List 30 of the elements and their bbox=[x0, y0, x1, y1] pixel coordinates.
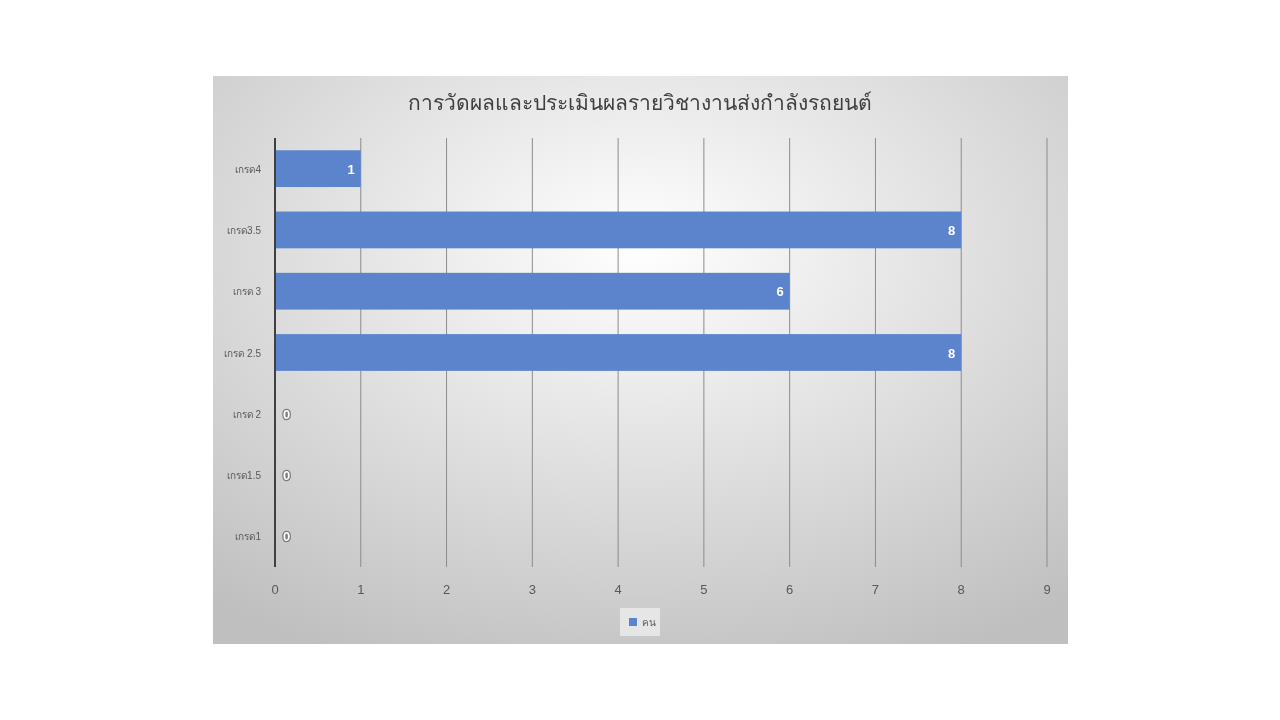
x-tick-label: 2 bbox=[442, 582, 451, 597]
y-tick-label: เกรด1 bbox=[235, 531, 262, 543]
x-tick-label: 4 bbox=[614, 582, 622, 597]
y-tick-label: เกรด 2.5 bbox=[224, 347, 262, 359]
data-label: 8 bbox=[947, 345, 956, 361]
bar bbox=[275, 150, 361, 188]
data-label: 1 bbox=[347, 161, 355, 177]
bar bbox=[275, 334, 962, 371]
x-tick-label: 3 bbox=[528, 582, 536, 597]
data-label: 6 bbox=[776, 284, 784, 300]
chart-title: การวัดผลและประเมินผลรายวิชางานส่งกำลังรถยนต์ bbox=[408, 91, 872, 114]
y-tick-label: เกรด4 bbox=[235, 163, 262, 175]
data-label: 0 bbox=[283, 406, 291, 422]
y-tick-label: เกรด3.5 bbox=[227, 224, 262, 236]
legend-label: คน bbox=[642, 617, 656, 628]
y-tick-label: เกรด 3 bbox=[232, 286, 262, 298]
y-tick-label: เกรด1.5 bbox=[227, 470, 262, 482]
x-tick-label: 5 bbox=[700, 582, 708, 597]
x-tick-label: 0 bbox=[271, 582, 279, 597]
x-tick-label: 7 bbox=[871, 582, 880, 597]
x-tick-label: 9 bbox=[1043, 582, 1051, 597]
bar bbox=[275, 211, 962, 249]
data-label: 8 bbox=[947, 222, 956, 238]
y-tick-label: เกรด 2 bbox=[232, 408, 262, 420]
x-tick-label: 8 bbox=[957, 582, 965, 597]
x-tick-label: 1 bbox=[357, 582, 365, 597]
bar bbox=[275, 272, 790, 310]
data-label: 0 bbox=[283, 529, 291, 545]
data-label: 0 bbox=[283, 468, 291, 484]
x-tick-label: 6 bbox=[786, 582, 794, 597]
